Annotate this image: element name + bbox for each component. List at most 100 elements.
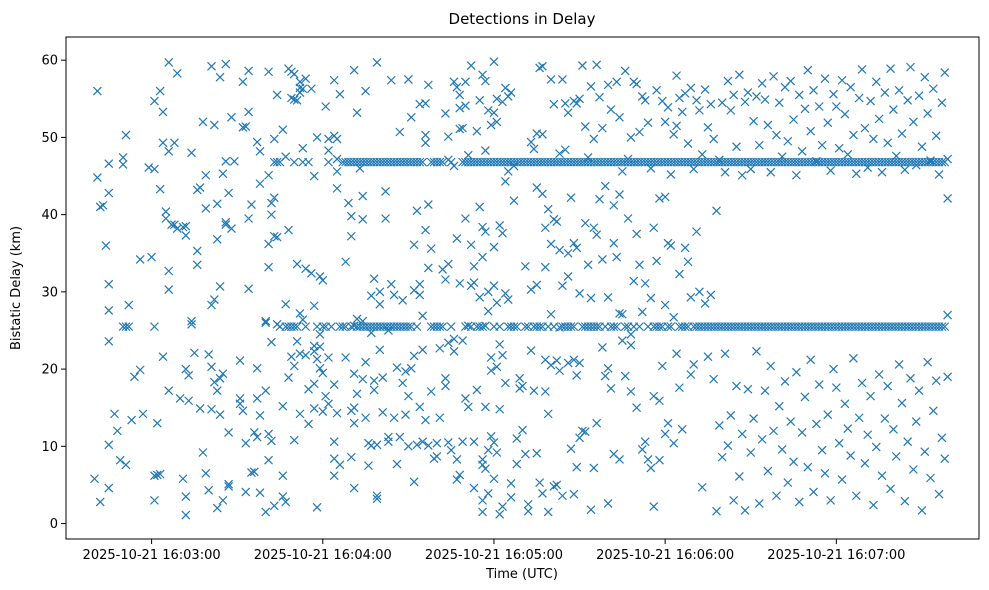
data-point	[261, 507, 271, 517]
data-point	[369, 385, 379, 395]
data-point	[937, 433, 947, 443]
data-point	[635, 260, 644, 270]
data-point	[806, 126, 816, 136]
data-point	[834, 143, 844, 153]
data-point	[740, 506, 750, 515]
data-point	[657, 361, 667, 371]
data-point	[104, 440, 114, 450]
data-point	[352, 389, 362, 399]
x-tick-label: 2025-10-21 16:04:00	[254, 548, 392, 563]
data-point	[124, 322, 134, 332]
data-point	[498, 228, 507, 238]
data-point	[135, 365, 145, 375]
data-point	[871, 77, 881, 87]
data-point	[150, 164, 159, 174]
data-point	[306, 268, 316, 278]
data-point	[418, 345, 428, 355]
data-point	[683, 139, 693, 149]
data-point	[649, 502, 659, 511]
data-point	[791, 170, 801, 180]
data-point	[712, 206, 721, 216]
data-point	[438, 157, 448, 167]
data-point	[906, 62, 915, 72]
data-point	[566, 322, 576, 332]
data-point	[418, 437, 428, 447]
data-point	[255, 179, 265, 189]
data-point	[849, 130, 858, 140]
data-point	[321, 102, 331, 111]
data-point	[615, 309, 624, 318]
data-point	[406, 112, 416, 122]
data-point	[455, 90, 465, 100]
data-point	[324, 157, 333, 167]
y-axis-ticks: 0 10 20 30 40 50 60	[41, 54, 66, 532]
data-point	[931, 376, 941, 386]
data-point	[846, 451, 856, 461]
data-point	[777, 444, 787, 454]
data-point	[238, 122, 248, 132]
data-point	[329, 75, 339, 85]
data-point	[546, 75, 556, 84]
data-point	[697, 482, 707, 492]
data-point	[480, 402, 490, 412]
data-point	[603, 80, 613, 90]
data-point	[629, 276, 639, 286]
data-point	[500, 176, 510, 186]
x-tick-label: 2025-10-21 16:07:00	[767, 548, 905, 563]
data-point	[649, 223, 659, 233]
data-point	[734, 472, 744, 481]
data-point	[674, 93, 684, 103]
data-point	[549, 99, 559, 109]
data-point	[318, 322, 328, 332]
data-point	[655, 396, 664, 406]
data-point	[529, 386, 539, 396]
data-point	[110, 409, 119, 419]
data-point	[552, 217, 562, 227]
data-point	[292, 322, 302, 332]
data-point	[212, 386, 222, 396]
data-point	[466, 240, 476, 250]
data-point	[523, 506, 533, 516]
data-point	[301, 350, 311, 360]
data-point	[823, 118, 833, 128]
data-point	[572, 462, 582, 472]
data-point	[315, 329, 325, 339]
data-point	[150, 471, 159, 481]
data-point	[752, 346, 761, 356]
data-point	[486, 120, 496, 130]
data-point	[412, 440, 422, 450]
data-point	[212, 199, 222, 209]
data-point	[301, 264, 311, 274]
data-point	[358, 374, 368, 384]
data-point	[712, 506, 721, 516]
data-point	[346, 231, 356, 241]
data-point	[286, 352, 296, 362]
data-point	[888, 105, 898, 115]
data-point	[278, 492, 288, 501]
data-point	[201, 170, 211, 180]
data-point	[295, 309, 305, 318]
y-tick-label: 50	[41, 131, 58, 146]
data-point	[101, 241, 111, 250]
data-point	[840, 399, 850, 409]
data-point	[181, 510, 191, 520]
data-point	[492, 94, 502, 104]
data-point	[794, 497, 804, 507]
data-point	[535, 478, 545, 488]
data-point	[112, 426, 122, 436]
data-point	[332, 166, 342, 176]
x-tick-label: 2025-10-21 16:03:00	[83, 548, 221, 563]
data-point	[312, 354, 322, 364]
data-point	[843, 424, 853, 433]
data-point	[261, 318, 271, 328]
data-point	[763, 120, 773, 130]
data-point	[315, 363, 325, 373]
data-point	[577, 426, 587, 436]
data-point	[207, 300, 216, 310]
data-point	[446, 322, 456, 332]
data-point	[392, 363, 402, 372]
data-point	[734, 70, 744, 80]
data-point	[603, 499, 613, 508]
data-point	[264, 239, 273, 249]
data-point	[392, 459, 402, 469]
